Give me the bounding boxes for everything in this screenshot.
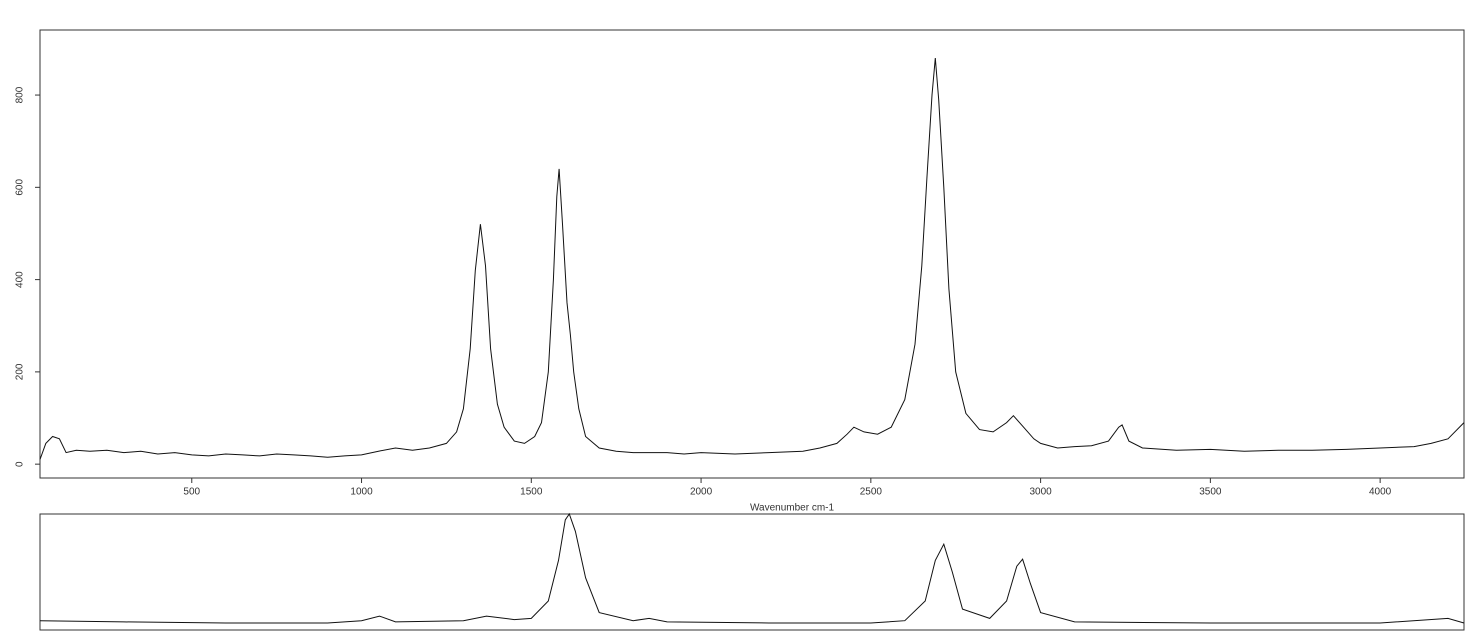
x-tick-label: 3000	[1029, 487, 1052, 498]
x-tick-label: 2500	[860, 487, 883, 498]
y-tick-label: 600	[15, 179, 26, 196]
x-tick-label: 4000	[1369, 487, 1392, 498]
plot-frame	[39, 513, 1465, 631]
y-tick-label: 800	[15, 86, 26, 103]
y-tick-label: 0	[15, 461, 26, 467]
plot-frame	[39, 29, 1465, 479]
spectrum-line	[39, 58, 1465, 460]
y-tick-label: 200	[15, 363, 26, 380]
spectrum-line	[39, 512, 1465, 624]
x-tick-label: 1500	[520, 487, 543, 498]
x-axis-label: Wavenumber cm-1	[750, 503, 835, 514]
y-tick-label: 400	[15, 271, 26, 288]
x-tick-label: 3500	[1199, 487, 1222, 498]
x-tick-label: 2000	[690, 487, 713, 498]
x-tick-label: 1000	[350, 487, 373, 498]
x-tick-label: 500	[183, 487, 200, 498]
